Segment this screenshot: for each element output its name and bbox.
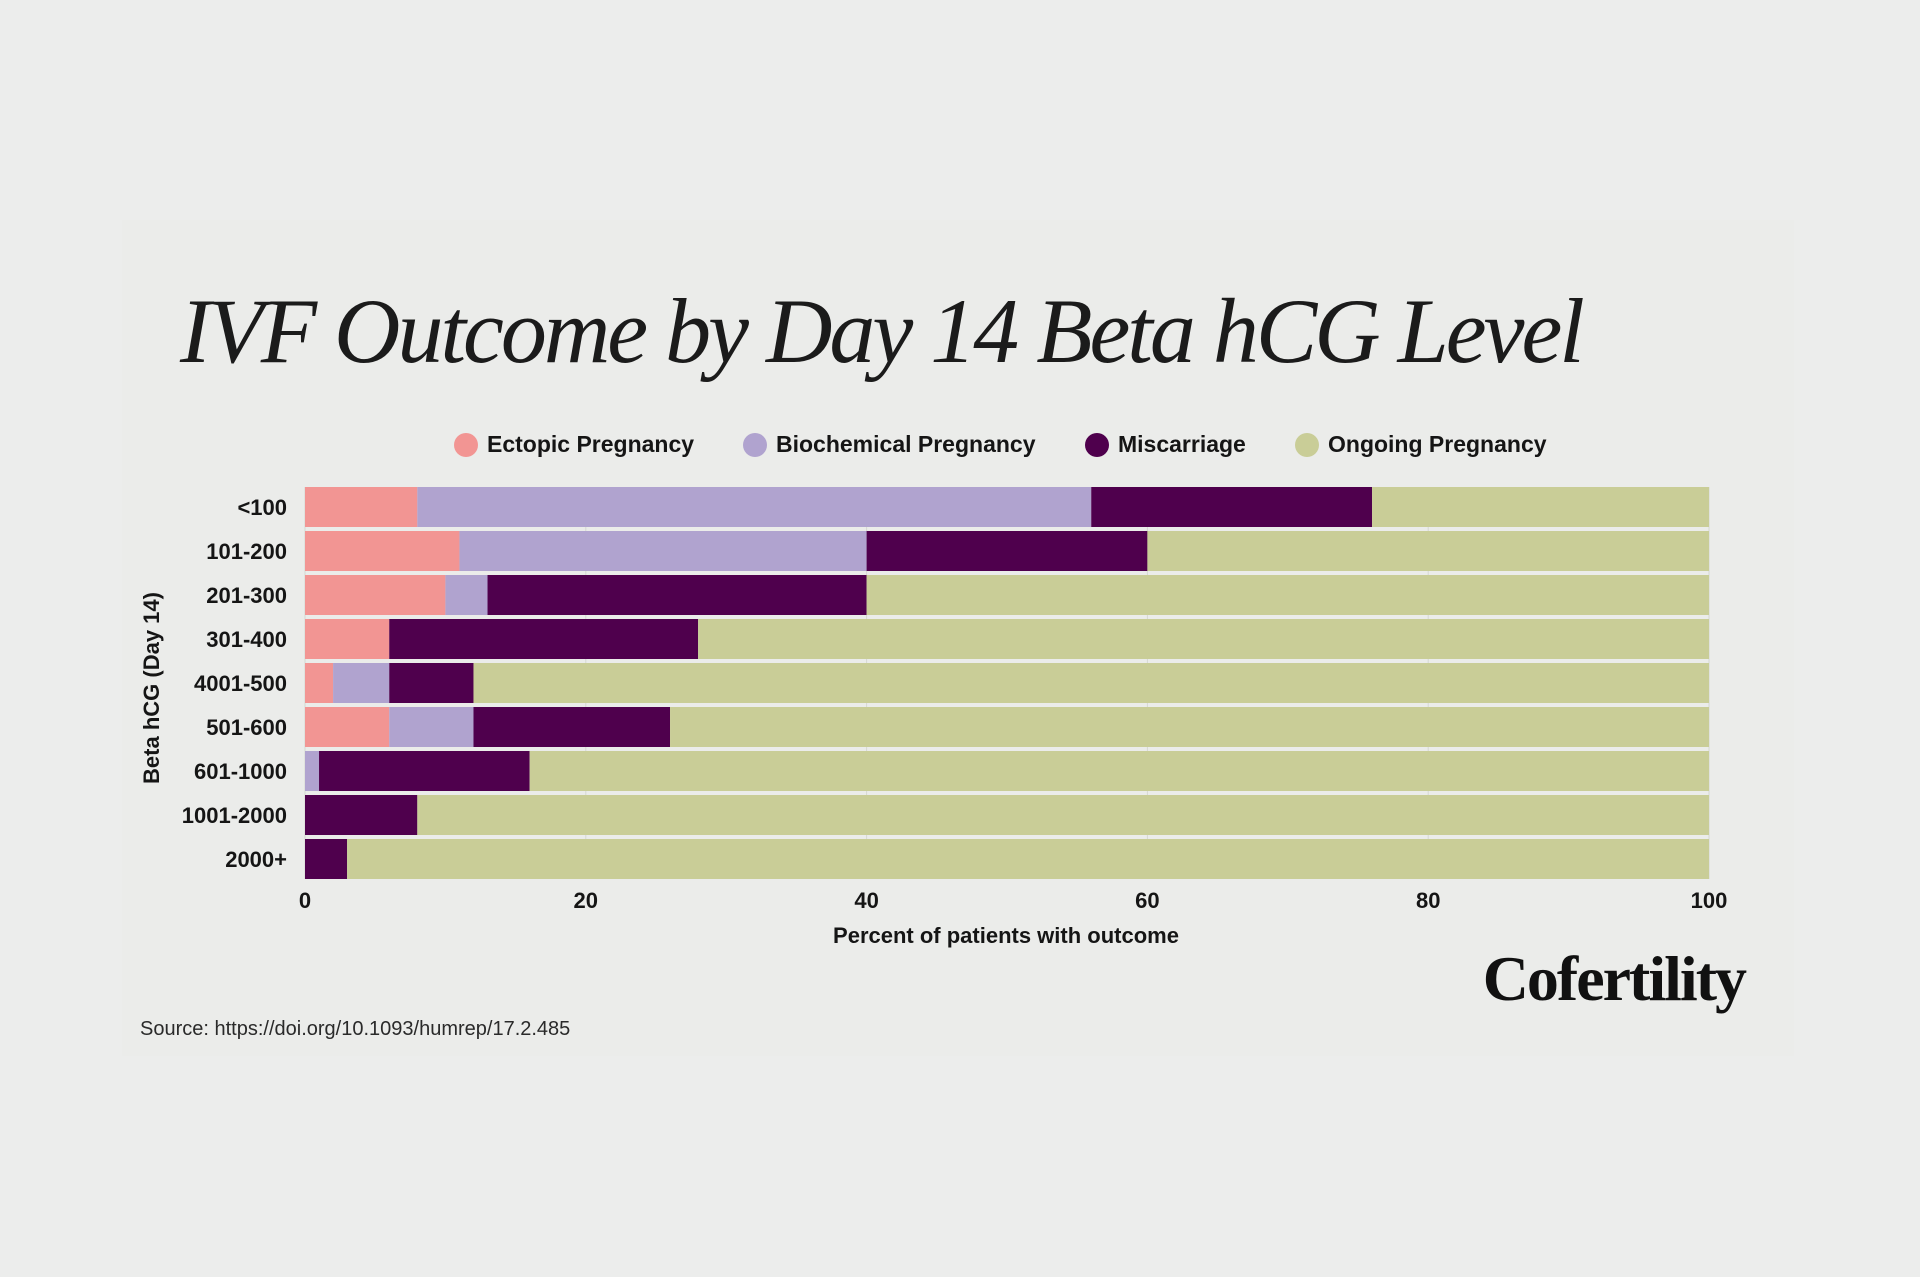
x-tick-label: 20 bbox=[574, 888, 598, 913]
legend-swatch-biochemical-pregnancy bbox=[743, 433, 767, 457]
bar-biochemical-pregnancy-100 bbox=[417, 487, 1092, 527]
category-label: 4001-500 bbox=[194, 671, 287, 696]
legend-swatch-ectopic-pregnancy bbox=[454, 433, 478, 457]
category-label: 101-200 bbox=[206, 539, 287, 564]
chart-title: IVF Outcome by Day 14 Beta hCG Level bbox=[179, 280, 1583, 382]
brand-logo: Cofertility bbox=[1483, 943, 1747, 1014]
legend-label-miscarriage: Miscarriage bbox=[1118, 431, 1246, 457]
source-note: Source: https://doi.org/10.1093/humrep/1… bbox=[140, 1018, 570, 1040]
bar-ongoing-pregnancy-4001-500 bbox=[473, 663, 1710, 703]
bar-ectopic-pregnancy-501-600 bbox=[305, 707, 390, 747]
legend: Ectopic Pregnancy Biochemical Pregnancy Mi… bbox=[454, 431, 1547, 457]
legend-label-ongoing-pregnancy: Ongoing Pregnancy bbox=[1328, 431, 1547, 457]
bar-miscarriage-1001-2000 bbox=[305, 795, 418, 835]
bar-biochemical-pregnancy-501-600 bbox=[389, 707, 474, 747]
bar-miscarriage-601-1000 bbox=[319, 751, 530, 791]
category-label: 2000+ bbox=[225, 847, 287, 872]
x-tick-label: 0 bbox=[299, 888, 311, 913]
bar-biochemical-pregnancy-201-300 bbox=[445, 575, 488, 615]
x-axis-title: Percent of patients with outcome bbox=[833, 923, 1179, 948]
x-tick-label: 60 bbox=[1135, 888, 1159, 913]
bar-miscarriage-100 bbox=[1091, 487, 1373, 527]
x-tick-labels: 0 20 40 60 80 100 bbox=[299, 888, 1727, 913]
bar-ectopic-pregnancy-100 bbox=[305, 487, 418, 527]
bar-ongoing-pregnancy-201-300 bbox=[866, 575, 1709, 615]
bar-ectopic-pregnancy-201-300 bbox=[305, 575, 446, 615]
bar-ongoing-pregnancy-100 bbox=[1372, 487, 1709, 527]
bar-miscarriage-201-300 bbox=[487, 575, 867, 615]
bar-ectopic-pregnancy-101-200 bbox=[305, 531, 460, 571]
legend-label-biochemical-pregnancy: Biochemical Pregnancy bbox=[776, 431, 1036, 457]
category-label: 601-1000 bbox=[194, 759, 287, 784]
bar-ongoing-pregnancy-501-600 bbox=[670, 707, 1709, 747]
legend-swatch-miscarriage bbox=[1085, 433, 1109, 457]
bar-ongoing-pregnancy-601-1000 bbox=[529, 751, 1709, 791]
bar-ectopic-pregnancy-4001-500 bbox=[305, 663, 334, 703]
bar-ongoing-pregnancy-301-400 bbox=[698, 619, 1709, 659]
bar-miscarriage-2000 bbox=[305, 839, 348, 879]
bar-ectopic-pregnancy-301-400 bbox=[305, 619, 390, 659]
x-tick-label: 80 bbox=[1416, 888, 1440, 913]
bar-miscarriage-301-400 bbox=[389, 619, 699, 659]
y-axis-title: Beta hCG (Day 14) bbox=[139, 592, 164, 784]
x-tick-label: 40 bbox=[854, 888, 878, 913]
bar-miscarriage-4001-500 bbox=[389, 663, 474, 703]
bar-ongoing-pregnancy-1001-2000 bbox=[417, 795, 1709, 835]
category-label: <100 bbox=[237, 495, 287, 520]
bar-ongoing-pregnancy-2000 bbox=[347, 839, 1709, 879]
bar-biochemical-pregnancy-4001-500 bbox=[333, 663, 390, 703]
bar-biochemical-pregnancy-601-1000 bbox=[305, 751, 320, 791]
bars bbox=[305, 487, 1710, 879]
bar-biochemical-pregnancy-101-200 bbox=[459, 531, 867, 571]
legend-label-ectopic-pregnancy: Ectopic Pregnancy bbox=[487, 431, 694, 457]
bar-miscarriage-101-200 bbox=[866, 531, 1148, 571]
category-label: 301-400 bbox=[206, 627, 287, 652]
x-tick-label: 100 bbox=[1691, 888, 1728, 913]
bar-miscarriage-501-600 bbox=[473, 707, 671, 747]
bar-ongoing-pregnancy-101-200 bbox=[1147, 531, 1709, 571]
category-label: 501-600 bbox=[206, 715, 287, 740]
legend-swatch-ongoing-pregnancy bbox=[1295, 433, 1319, 457]
category-label: 1001-2000 bbox=[182, 803, 287, 828]
category-labels: <100 101-200 201-300 301-400 4001-500 501-600… bbox=[182, 495, 287, 872]
category-label: 201-300 bbox=[206, 583, 287, 608]
